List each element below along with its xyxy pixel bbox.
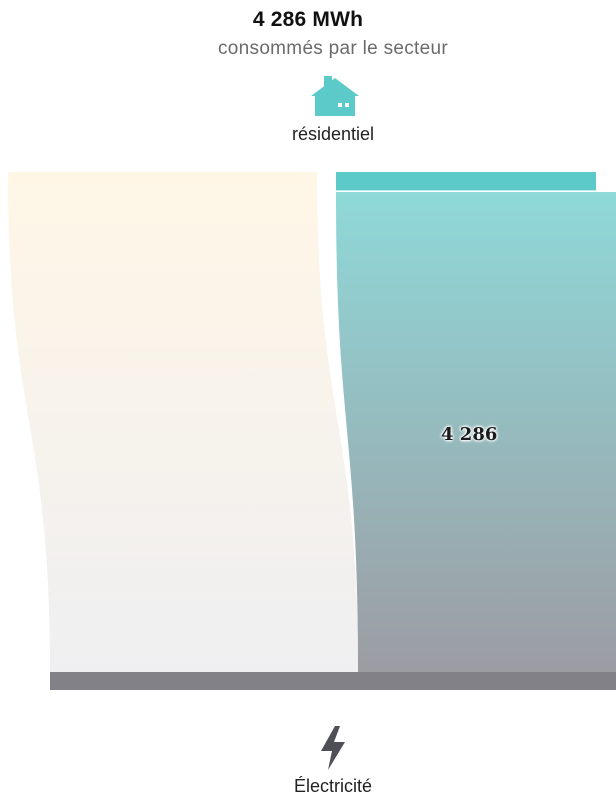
consumption-subtitle: consommés par le secteur [217,38,448,59]
other-sectors-flow [8,172,358,672]
flow-value-label: 4 286 [441,424,498,445]
total-consumption: 4 286 MWh [252,8,364,31]
residential-electricity-flow [336,192,616,672]
house-icon [311,76,359,116]
sector-label: résidentiel [291,124,375,144]
lightning-icon [321,726,345,770]
source-bar [50,672,616,690]
source-label: Électricité [293,776,373,796]
sector-bar-highlight [336,190,596,192]
sector-bar [336,172,596,191]
